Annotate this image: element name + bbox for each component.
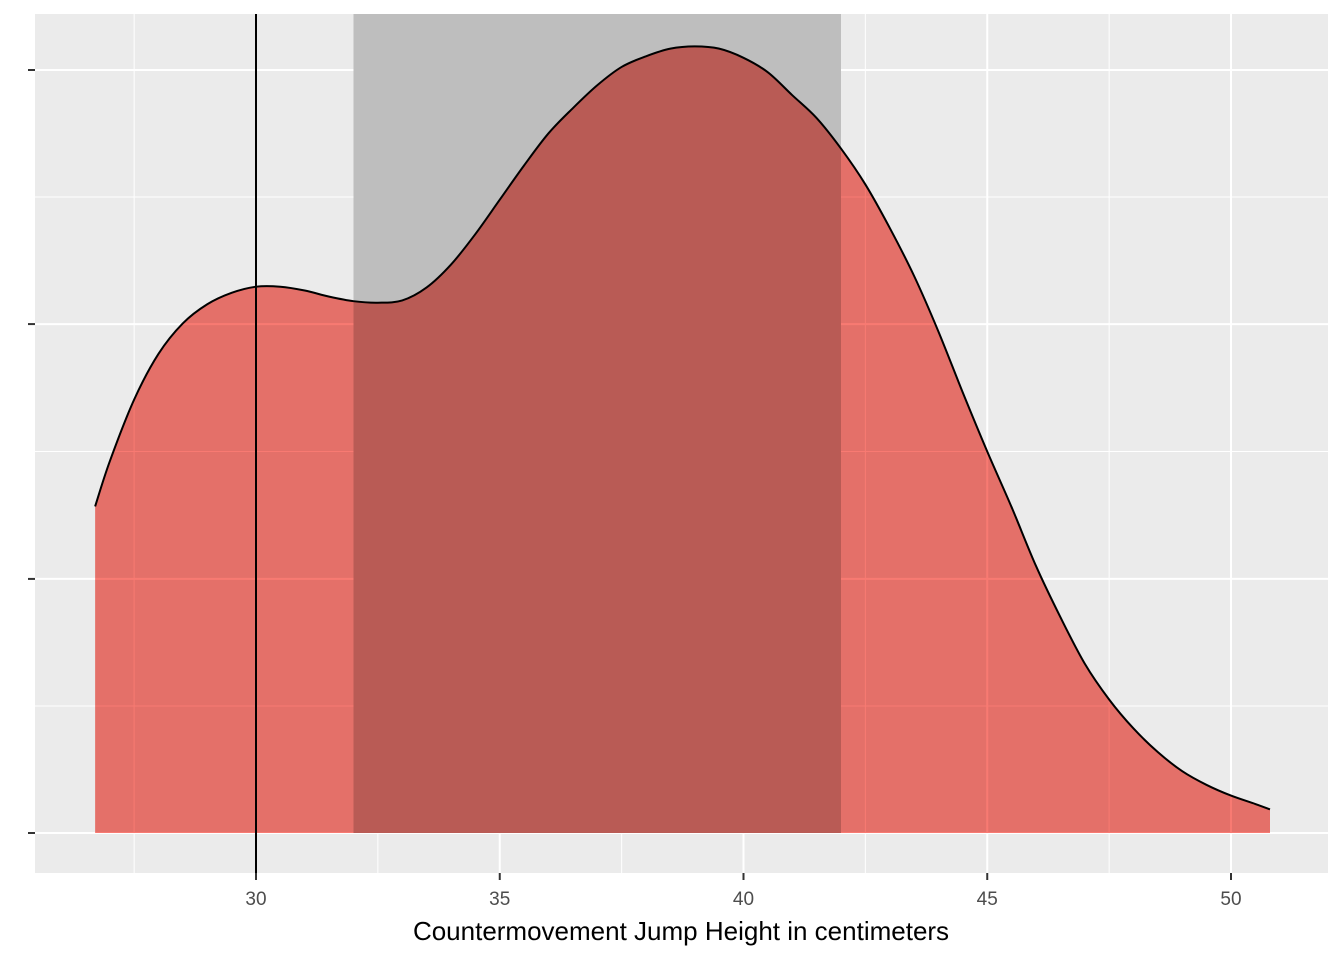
- x-tick-label: 40: [733, 889, 754, 910]
- x-tick-label: 30: [245, 889, 266, 910]
- x-tick-label: 45: [977, 889, 998, 910]
- density-outline: [94, 45, 1271, 811]
- x-axis-title: Countermovement Jump Height in centimete…: [413, 916, 949, 946]
- x-tick-label: 35: [489, 889, 510, 910]
- x-axis-ticks: [255, 873, 1232, 880]
- y-axis-ticks: [28, 69, 35, 834]
- density-area: [95, 46, 1270, 834]
- x-tick-label: 50: [1220, 889, 1241, 910]
- x-axis-tick-labels: 30 35 40 45 50: [245, 889, 1241, 910]
